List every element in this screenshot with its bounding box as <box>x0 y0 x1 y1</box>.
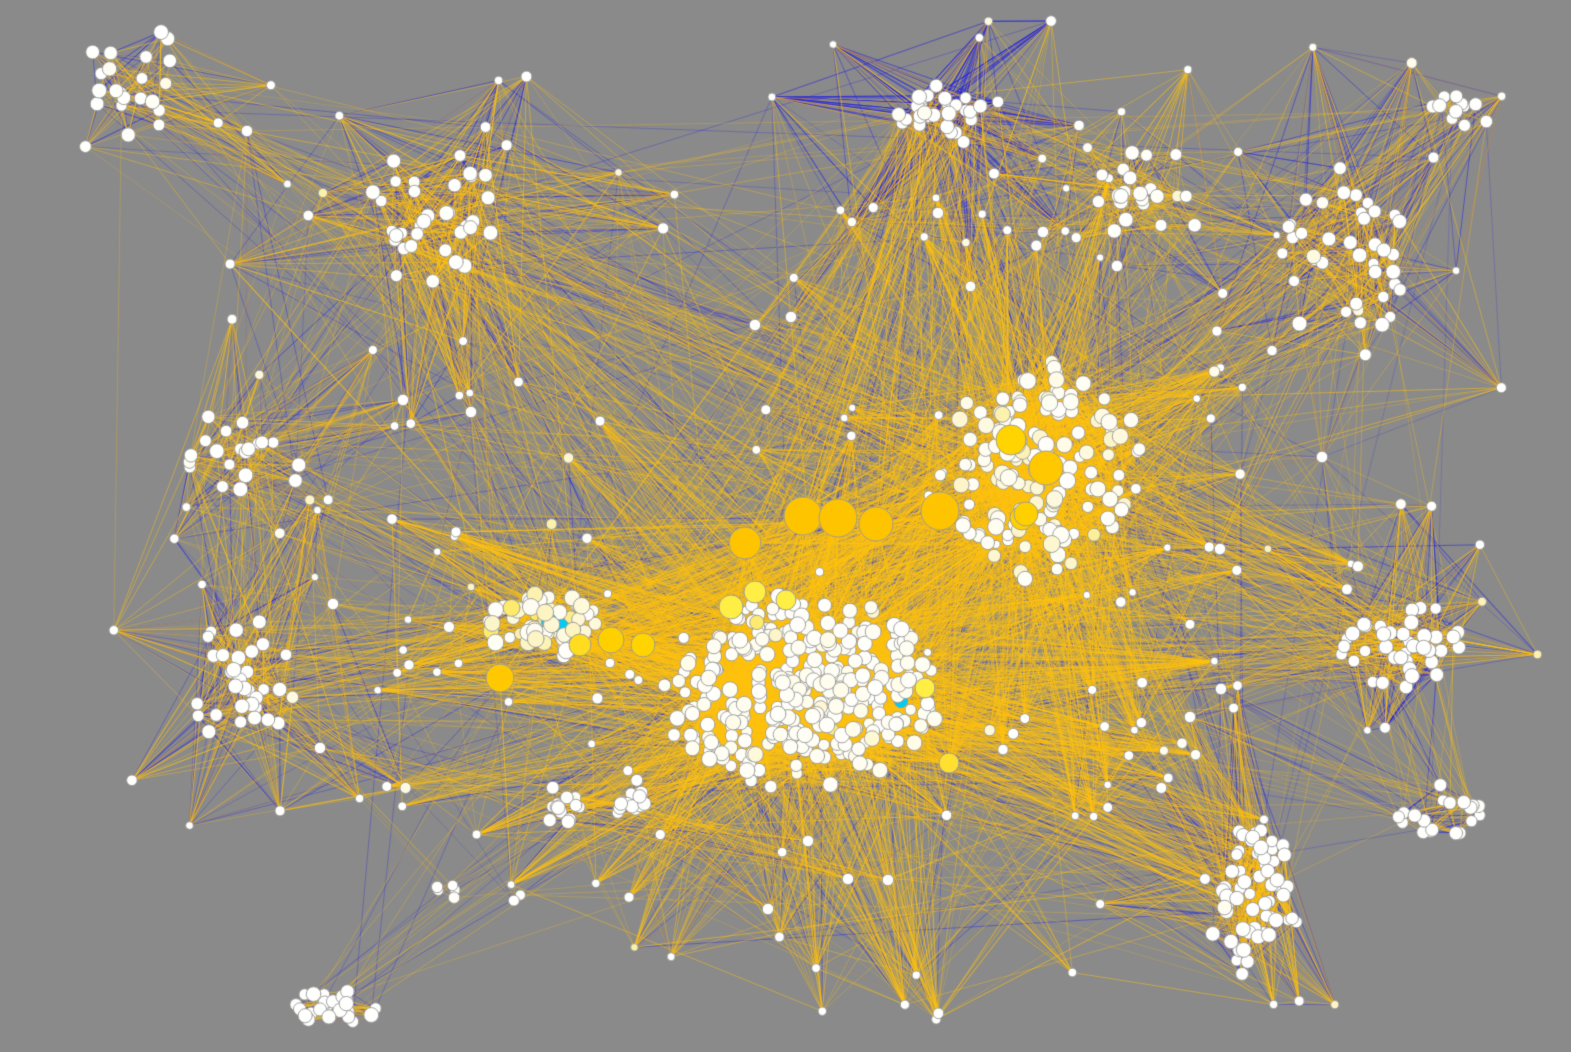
network-graph-visualization: Network Graph Visualization <box>0 0 1571 1052</box>
network-canvas[interactable] <box>0 0 1571 1052</box>
